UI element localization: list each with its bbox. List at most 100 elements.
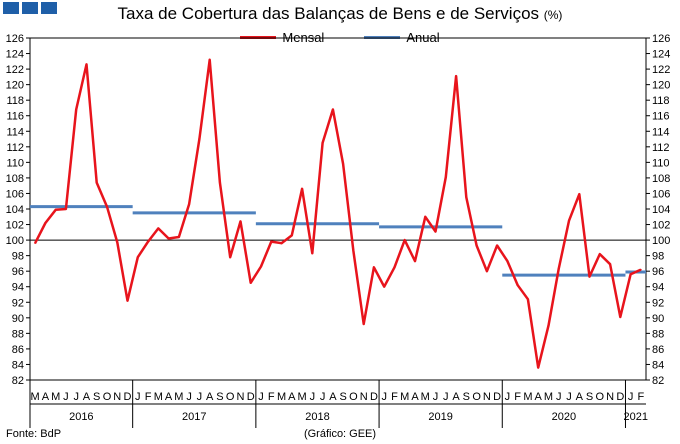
y-tick-label-left: 82: [12, 375, 24, 387]
mensal-data-point: [116, 241, 119, 244]
mensal-data-point: [537, 366, 539, 369]
mensal-data-point: [34, 242, 36, 244]
x-month-label: S: [586, 391, 593, 403]
x-month-label: S: [93, 391, 100, 403]
y-tick-label-left: 96: [12, 266, 24, 278]
x-month-label: F: [391, 391, 398, 403]
y-tick-label-left: 104: [6, 204, 24, 216]
mensal-data-point: [106, 205, 108, 208]
mensal-data-point: [475, 244, 478, 247]
x-month-label: M: [277, 391, 286, 403]
y-tick-label-right: 84: [652, 359, 664, 371]
source-note: Fonte: BdP: [6, 428, 62, 440]
mensal-data-point: [362, 323, 365, 325]
x-month-label: J: [63, 391, 69, 403]
y-tick-label-left: 84: [12, 359, 24, 371]
mensal-data-point: [75, 108, 77, 111]
mensal-data-point: [414, 260, 416, 262]
mensal-data-point: [44, 222, 47, 224]
x-month-label: J: [310, 391, 316, 403]
logo-block: [3, 2, 19, 14]
x-month-label: M: [31, 391, 40, 403]
mensal-data-point: [342, 163, 344, 165]
mensal-data-point: [178, 236, 180, 238]
x-month-label: A: [452, 391, 460, 403]
x-month-label: O: [103, 391, 112, 403]
x-month-label: N: [113, 391, 121, 403]
mensal-data-point: [137, 256, 139, 258]
mensal-data-point: [219, 181, 221, 184]
y-tick-label-right: 102: [652, 220, 670, 232]
y-tick-label-right: 98: [652, 251, 664, 263]
y-tick-label-left: 116: [6, 111, 24, 123]
y-tick-label-right: 106: [652, 188, 670, 200]
x-month-label: J: [443, 391, 449, 403]
x-month-label: M: [421, 391, 430, 403]
mensal-data-point: [147, 240, 149, 243]
x-month-label: A: [83, 391, 91, 403]
x-year-label: 2021: [623, 411, 647, 423]
mensal-data-point: [455, 75, 457, 77]
x-month-label: A: [165, 391, 173, 403]
x-month-label: J: [381, 391, 387, 403]
chart-title-unit: (%): [543, 8, 563, 22]
mensal-data-point: [270, 240, 273, 243]
y-tick-label-right: 108: [652, 173, 670, 185]
mensal-data-point: [516, 284, 519, 286]
x-month-label: S: [463, 391, 470, 403]
mensal-data-point: [291, 234, 293, 237]
y-tick-label-right: 88: [652, 328, 664, 340]
y-tick-label-right: 118: [652, 95, 670, 107]
x-month-label: A: [535, 391, 543, 403]
y-tick-label-left: 124: [6, 49, 24, 61]
mensal-data-point: [599, 253, 601, 255]
x-month-label: A: [42, 391, 50, 403]
x-month-label: F: [145, 391, 152, 403]
x-year-label: 2016: [69, 411, 93, 423]
logo-block: [22, 2, 38, 14]
x-month-label: D: [247, 391, 255, 403]
mensal-data-point: [249, 282, 252, 284]
x-month-label: M: [154, 391, 163, 403]
mensal-data-point: [445, 176, 447, 178]
y-tick-label-right: 116: [652, 111, 670, 123]
x-month-label: M: [297, 391, 306, 403]
y-tick-label-left: 106: [6, 188, 24, 200]
x-year-label: 2020: [552, 411, 576, 423]
x-month-label: J: [258, 391, 264, 403]
x-month-label: D: [124, 391, 132, 403]
mensal-data-point: [465, 196, 468, 199]
x-month-label: F: [514, 391, 521, 403]
x-month-label: S: [339, 391, 346, 403]
mensal-data-point: [403, 239, 406, 241]
x-month-label: M: [400, 391, 409, 403]
mensal-data-point: [547, 324, 550, 327]
x-month-label: O: [226, 391, 235, 403]
x-month-label: N: [360, 391, 368, 403]
y-tick-label-right: 92: [652, 297, 664, 309]
y-tick-label-left: 90: [12, 313, 24, 325]
x-month-label: M: [51, 391, 60, 403]
mensal-data-point: [311, 252, 314, 255]
x-month-label: N: [606, 391, 614, 403]
x-year-label: 2017: [182, 411, 206, 423]
y-tick-label-left: 112: [6, 142, 24, 154]
y-tick-label-left: 126: [6, 33, 24, 45]
x-month-label: O: [472, 391, 481, 403]
mensal-data-point: [496, 244, 498, 247]
mensal-data-point: [609, 263, 611, 265]
y-tick-label-right: 112: [652, 142, 670, 154]
mensal-data-point: [373, 266, 375, 269]
chart-title-text: Taxa de Cobertura das Balanças de Bens e…: [117, 4, 540, 23]
y-tick-label-right: 122: [652, 64, 670, 76]
x-month-label: F: [637, 391, 644, 403]
y-tick-label-left: 110: [6, 157, 24, 169]
x-month-label: D: [370, 391, 378, 403]
mensal-data-point: [588, 275, 591, 278]
x-month-label: A: [288, 391, 296, 403]
x-year-label: 2019: [428, 411, 452, 423]
x-month-label: D: [493, 391, 501, 403]
x-month-label: S: [216, 391, 223, 403]
mensal-data-point: [506, 260, 509, 262]
